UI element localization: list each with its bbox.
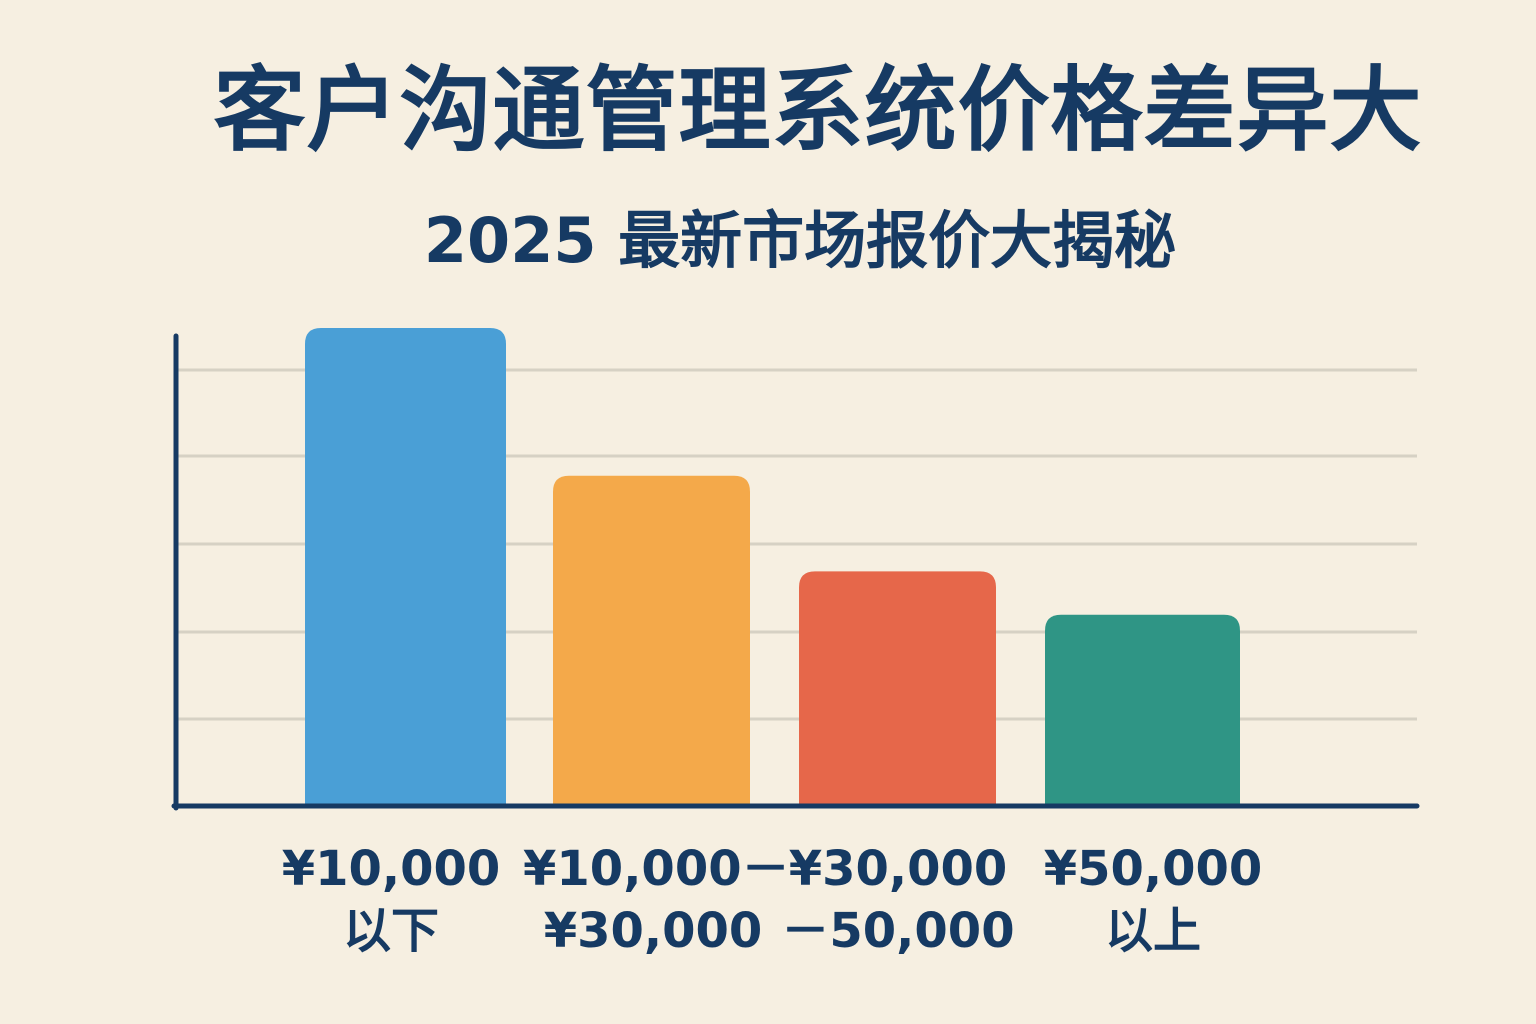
page-subtitle: 2025 最新市场报价大揭秘 [423, 204, 1177, 277]
x-tick-label-1-line1: ¥10,000 [281, 841, 501, 897]
x-tick-label-4-line2: 以上 [1104, 903, 1201, 959]
x-tick-label-4: ¥50,000 以上 [1023, 838, 1283, 962]
x-tick-label-1: ¥10,000 以下 [261, 838, 521, 962]
bar-3 [799, 571, 996, 806]
x-tick-label-4-line1: ¥50,000 [1043, 841, 1263, 897]
page-title: 客户沟通管理系统价格差异大 [213, 57, 1423, 164]
x-tick-label-3-line1: ¥30,000 [788, 841, 1008, 897]
x-tick-label-1-line2: 以下 [342, 903, 439, 959]
x-tick-label-2: ¥10,000－ ¥30,000 [523, 838, 790, 962]
bar-1 [305, 328, 506, 806]
bar-4 [1045, 614, 1240, 806]
x-tick-label-2-line1: ¥10,000－ [523, 841, 790, 897]
bar-2 [553, 475, 750, 806]
x-tick-label-2-line2: ¥30,000 [543, 903, 763, 959]
x-tick-label-3: ¥30,000 －50,000 [768, 838, 1028, 962]
x-tick-label-3-line2: －50,000 [781, 903, 1015, 959]
